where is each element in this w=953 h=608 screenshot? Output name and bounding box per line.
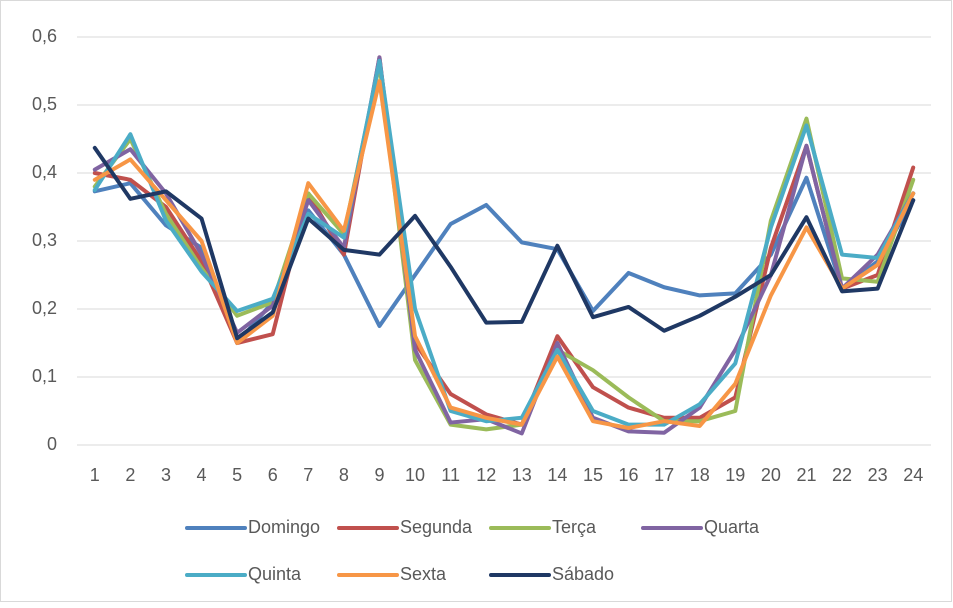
x-tick-label: 2	[125, 465, 135, 485]
legend-label: Sexta	[400, 564, 447, 584]
legend-label: Quinta	[248, 564, 302, 584]
x-tick-label: 13	[512, 465, 532, 485]
y-tick-label: 0	[47, 434, 57, 454]
x-tick-label: 4	[197, 465, 207, 485]
x-tick-label: 21	[796, 465, 816, 485]
x-tick-label: 8	[339, 465, 349, 485]
x-tick-label: 17	[654, 465, 674, 485]
x-tick-label: 20	[761, 465, 781, 485]
x-tick-label: 5	[232, 465, 242, 485]
x-tick-label: 18	[690, 465, 710, 485]
x-tick-label: 16	[619, 465, 639, 485]
x-tick-label: 15	[583, 465, 603, 485]
y-tick-label: 0,2	[32, 298, 57, 318]
x-tick-label: 7	[303, 465, 313, 485]
legend-label: Quarta	[704, 517, 760, 537]
series-line	[92, 145, 916, 341]
x-tick-label: 10	[405, 465, 425, 485]
x-tick-label: 1	[90, 465, 100, 485]
x-tick-label: 3	[161, 465, 171, 485]
x-tick-label: 12	[476, 465, 496, 485]
legend-label: Domingo	[248, 517, 320, 537]
x-tick-label: 19	[725, 465, 745, 485]
series-line	[92, 79, 916, 430]
legend-label: Segunda	[400, 517, 473, 537]
y-tick-label: 0,1	[32, 366, 57, 386]
y-tick-label: 0,4	[32, 162, 57, 182]
x-tick-label: 11	[441, 465, 460, 485]
x-tick-label: 22	[832, 465, 852, 485]
x-tick-label: 23	[868, 465, 888, 485]
y-tick-label: 0,5	[32, 94, 57, 114]
x-tick-label: 6	[268, 465, 278, 485]
y-tick-label: 0,6	[32, 26, 57, 46]
x-tick-label: 24	[903, 465, 923, 485]
x-tick-label: 14	[547, 465, 567, 485]
y-tick-label: 0,3	[32, 230, 57, 250]
legend-label: Terça	[552, 517, 597, 537]
x-tick-label: 9	[374, 465, 384, 485]
legend-label: Sábado	[552, 564, 614, 584]
